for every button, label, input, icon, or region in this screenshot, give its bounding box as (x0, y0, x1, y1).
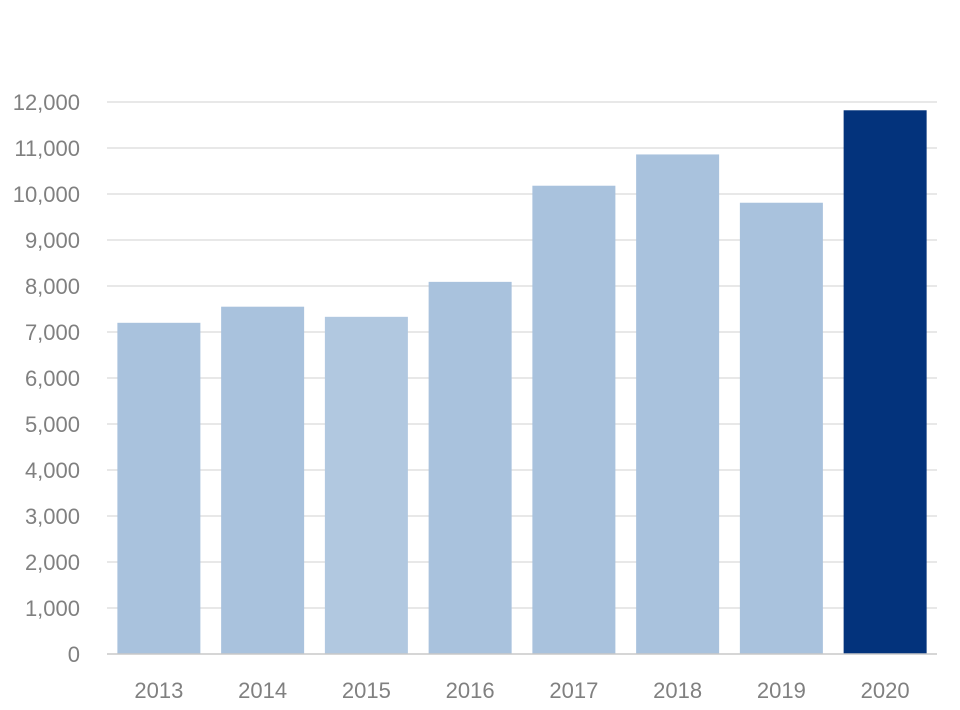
x-tick-label-2018: 2018 (653, 678, 702, 703)
x-axis-tick-labels: 2013 2014 2015 2016 2017 2018 2019 2020 (134, 678, 909, 703)
y-tick-label: 1,000 (25, 596, 80, 621)
bar-2013 (117, 322, 201, 654)
x-tick-label-2014: 2014 (238, 678, 287, 703)
x-tick-label-2016: 2016 (446, 678, 495, 703)
bar-2014 (221, 306, 305, 654)
y-tick-label: 4,000 (25, 458, 80, 483)
bar-2020 (843, 110, 927, 654)
y-tick-label: 9,000 (25, 228, 80, 253)
bars (117, 110, 927, 655)
x-tick-label-2013: 2013 (134, 678, 183, 703)
y-tick-label: 10,000 (13, 182, 80, 207)
y-tick-label: 6,000 (25, 366, 80, 391)
x-tick-label-2015: 2015 (342, 678, 391, 703)
x-tick-label-2017: 2017 (549, 678, 598, 703)
y-tick-label: 8,000 (25, 274, 80, 299)
y-tick-label: 5,000 (25, 412, 80, 437)
x-tick-label-2019: 2019 (757, 678, 806, 703)
y-tick-label: 12,000 (13, 90, 80, 115)
y-tick-label: 2,000 (25, 550, 80, 575)
x-tick-label-2020: 2020 (861, 678, 910, 703)
y-tick-label: 11,000 (14, 136, 80, 161)
bar-2015 (324, 316, 408, 654)
bar-2017 (532, 185, 616, 654)
y-tick-label: 0 (68, 642, 80, 667)
bar-2018 (636, 154, 720, 654)
y-tick-label: 3,000 (25, 504, 80, 529)
bar-2016 (428, 281, 512, 654)
y-axis-tick-labels: 0 1,000 2,000 3,000 4,000 5,000 6,000 7,000 8,00… (13, 90, 80, 667)
bar-2019 (739, 202, 823, 655)
y-tick-label: 7,000 (25, 320, 80, 345)
